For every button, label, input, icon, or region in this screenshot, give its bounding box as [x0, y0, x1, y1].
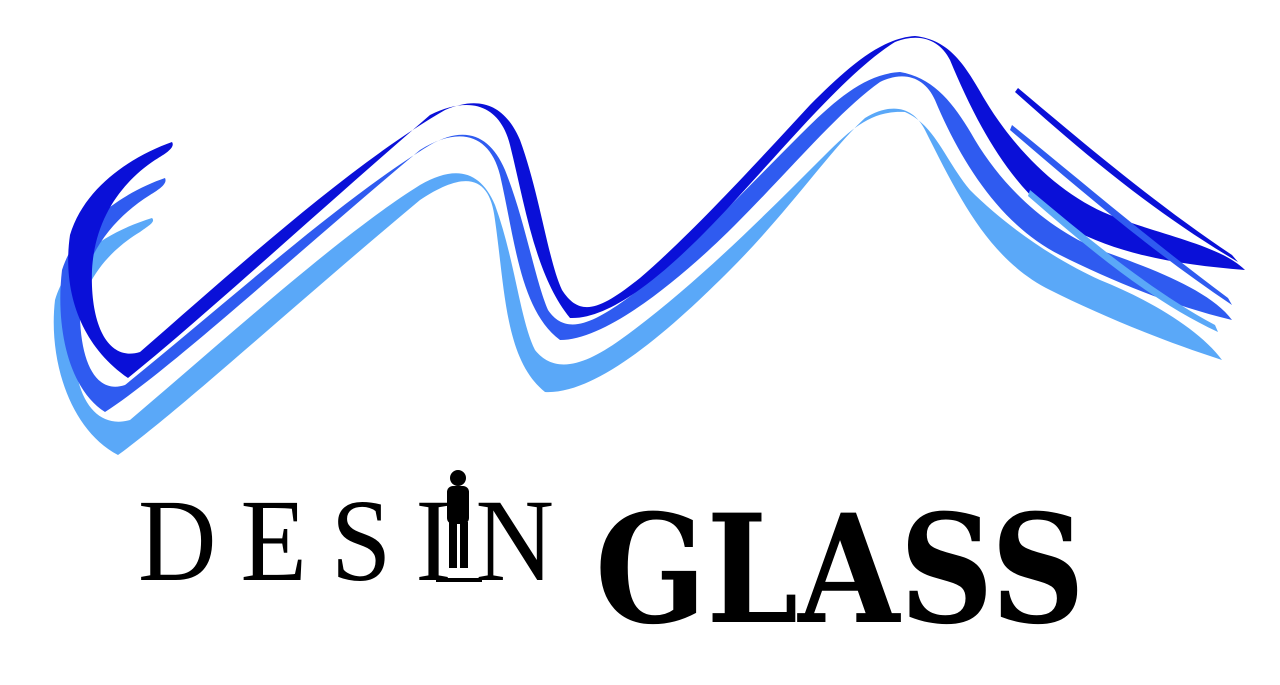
wave-ribbons: [53, 36, 1245, 455]
wordmark-glass: GLASS: [595, 482, 1085, 658]
man-silhouette-icon: [436, 470, 482, 582]
wave-streak-2: [1010, 125, 1232, 305]
wave-streak-3: [1028, 190, 1218, 332]
wave-streak-1: [1015, 88, 1238, 262]
wordmark-desin: DESIN: [138, 475, 578, 606]
